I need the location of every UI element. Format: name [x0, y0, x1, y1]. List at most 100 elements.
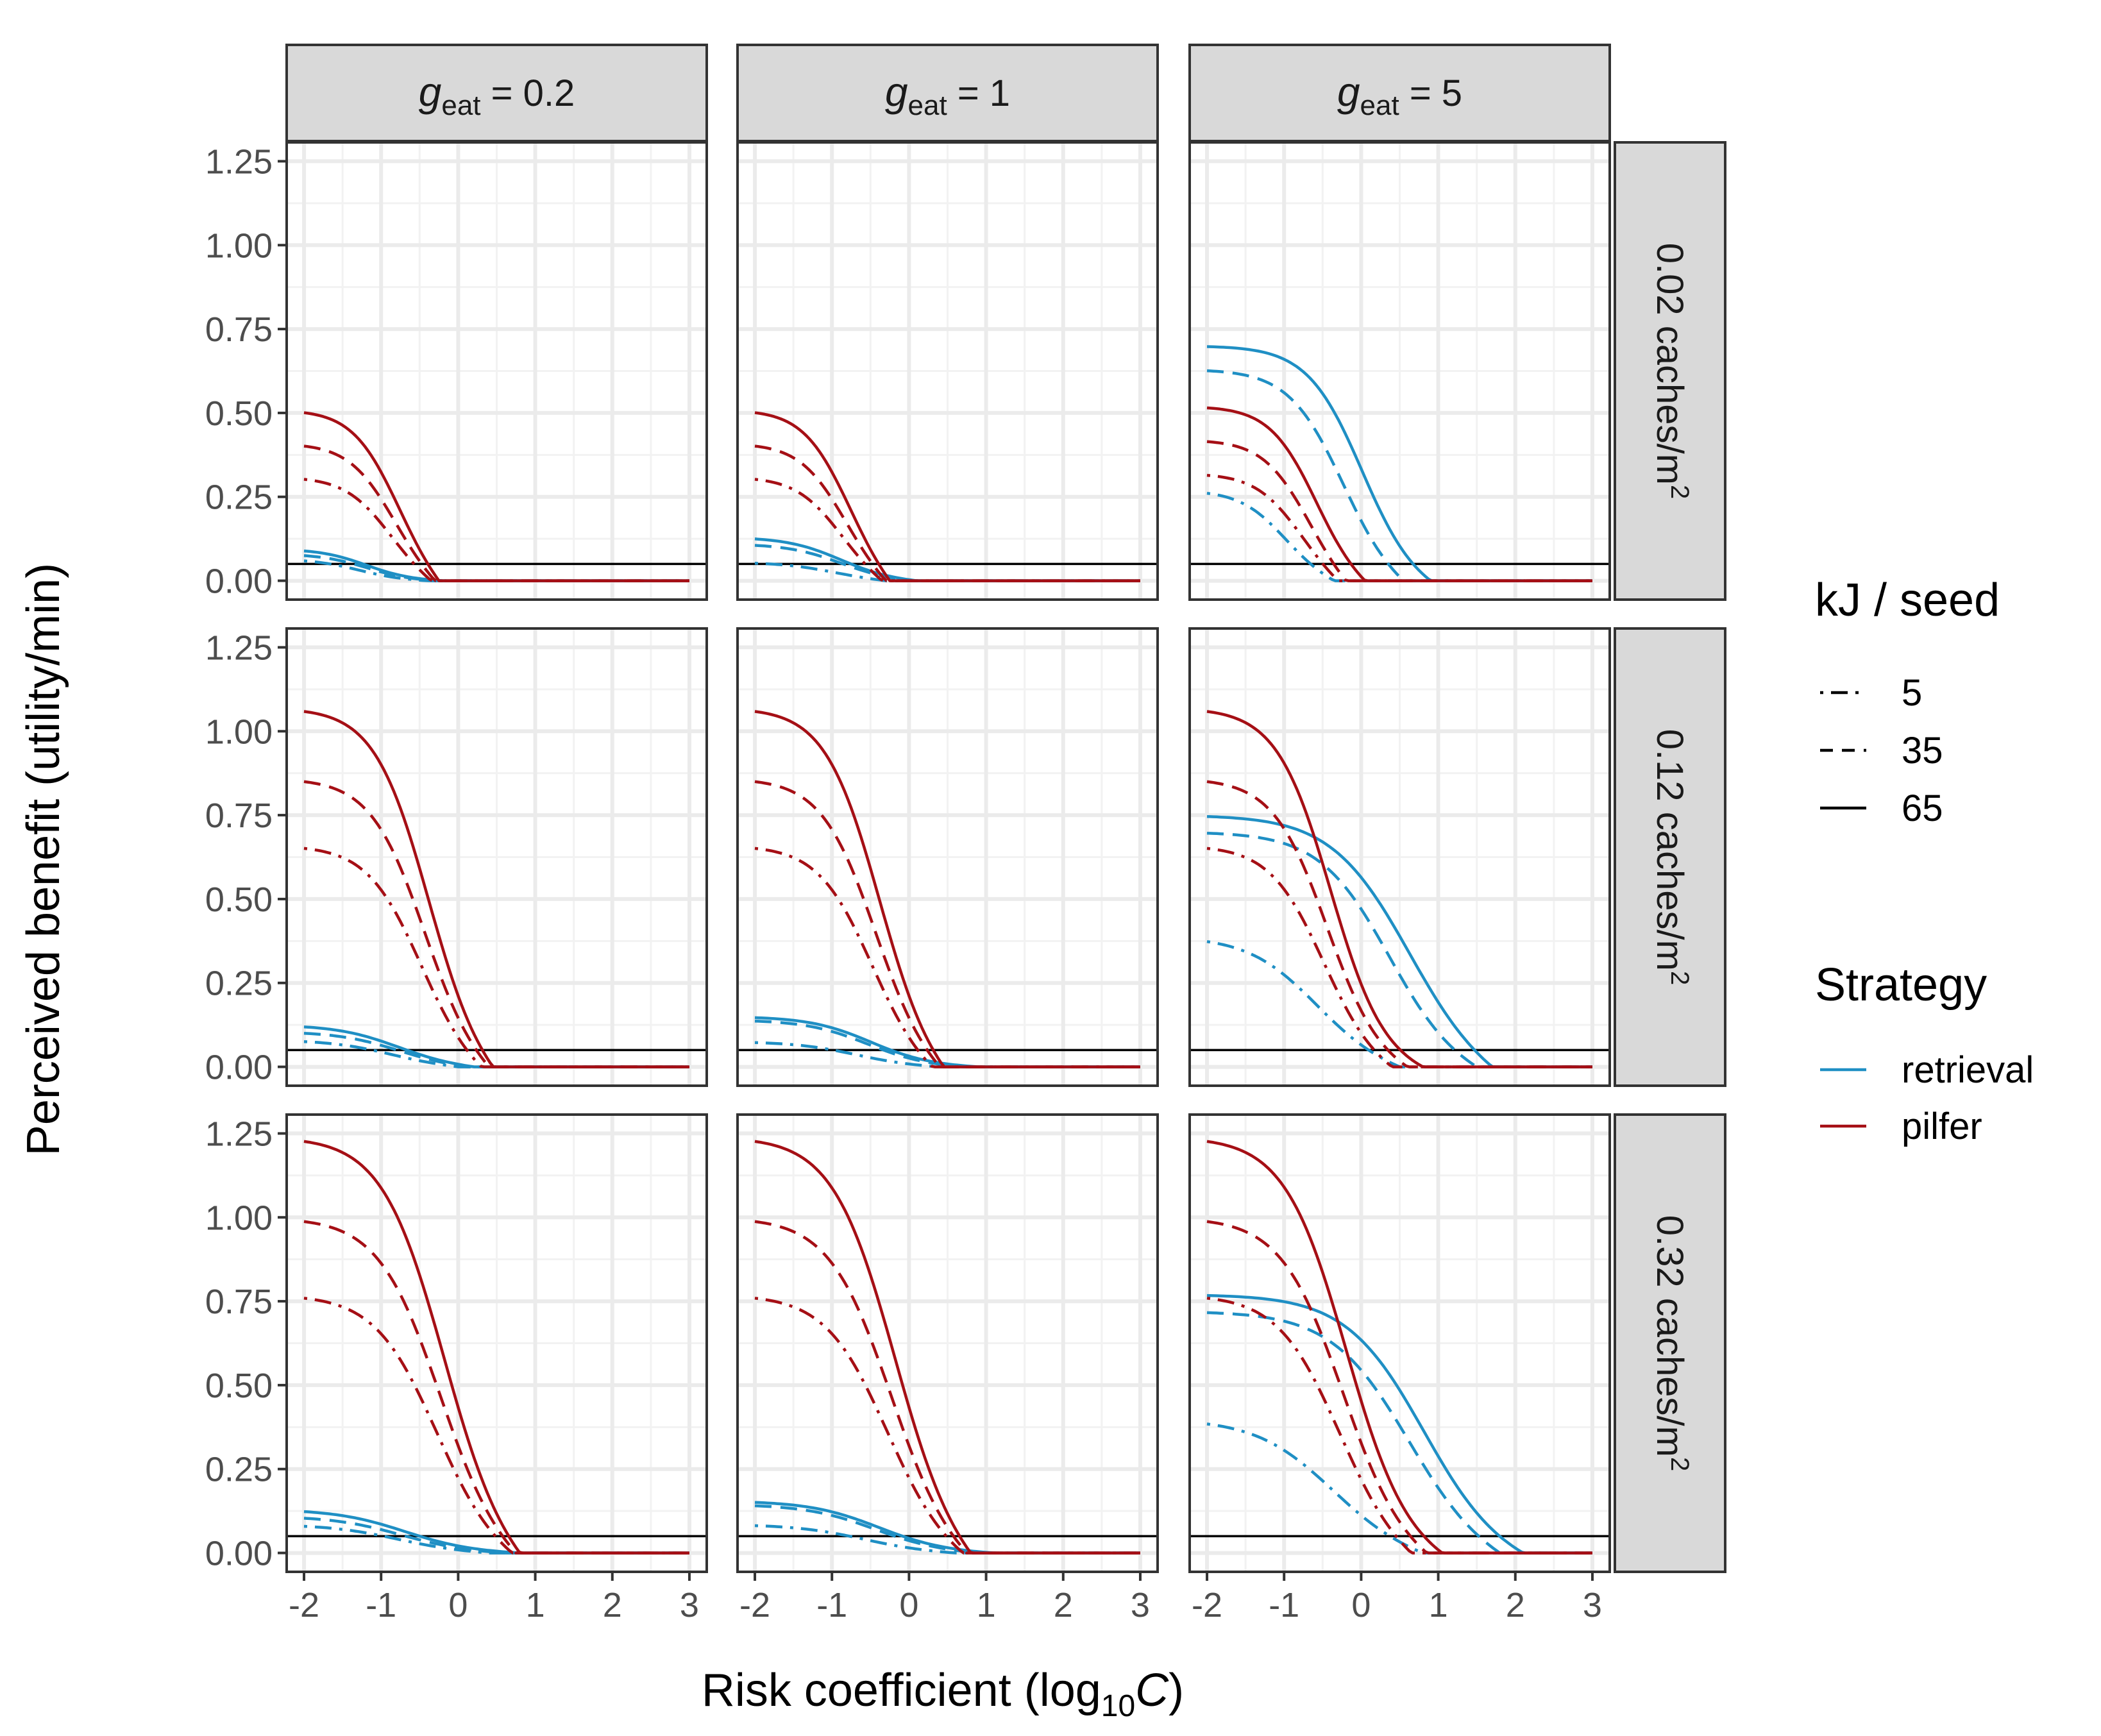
legend-linetype-label: 35 — [1902, 730, 1943, 771]
x-tick-label: 3 — [1131, 1586, 1150, 1624]
panel-r3-c3: -2 -1 0 1 2 3 — [1188, 1113, 1611, 1624]
x-tick-label: -2 — [1192, 1586, 1222, 1624]
x-tick-label: -1 — [816, 1586, 847, 1624]
legend-color-label: pilfer — [1902, 1106, 1982, 1147]
strip-sub: eat — [908, 90, 947, 121]
panels-layer: 0.00 0.25 0.50 0.75 1.00 1.25 0.00 0.25 0.50 0.75… — [205, 44, 1726, 1624]
y-tick-label: 0.75 — [205, 796, 273, 835]
x-axis-title-prefix: Risk coefficient (log — [702, 1665, 1101, 1716]
x-tick-label: -2 — [289, 1586, 319, 1624]
strip-var: g — [1337, 69, 1360, 115]
series-line-retrieval-5 — [1206, 1422, 1592, 1555]
y-tick-label: 0.50 — [205, 1367, 273, 1405]
x-tick-label: 2 — [1506, 1586, 1525, 1624]
series-line-pilfer-65 — [1206, 710, 1592, 1068]
panel-r2-c3 — [1188, 627, 1611, 1087]
series-line-pilfer-65 — [303, 1140, 689, 1555]
column-strip-background — [285, 44, 708, 142]
legend-linetype-label: 65 — [1902, 788, 1943, 829]
column-strip-label: geat = 5 — [1337, 69, 1462, 121]
x-tick-label: 2 — [603, 1586, 622, 1624]
strip-var: g — [419, 69, 442, 115]
panel-r1-c3 — [1188, 141, 1611, 601]
y-axis-title: Perceived benefit (utility/min) — [18, 563, 69, 1156]
x-tick-label: 2 — [1054, 1586, 1073, 1624]
x-tick-label: 1 — [1429, 1586, 1448, 1624]
x-tick-label: -2 — [739, 1586, 770, 1624]
row-strip-text: 0.02 caches/m — [1649, 243, 1691, 485]
column-strip-3: geat = 5 — [1188, 44, 1611, 142]
legend-linetype-title: kJ / seed — [1815, 575, 2000, 626]
panel-border — [736, 627, 1159, 1087]
row-strip-label: 0.02 caches/m2 — [1649, 243, 1694, 499]
strip-eq: = 0.2 — [481, 72, 575, 114]
series-line-pilfer-65 — [303, 411, 689, 582]
legend-strategy-title: Strategy — [1815, 959, 1987, 1011]
y-tick-label: 0.75 — [205, 1283, 273, 1321]
y-tick-label: 1.25 — [205, 1115, 273, 1153]
column-strip-2: geat = 1 — [736, 44, 1159, 142]
x-axis-title-variable: C — [1135, 1665, 1169, 1716]
legend-strategy: Strategy retrieval pilfer — [1815, 959, 2034, 1147]
row-strip-2: 0.12 caches/m2 — [1614, 627, 1726, 1087]
panel-border — [285, 627, 708, 1087]
x-axis-title-suffix: ) — [1169, 1665, 1184, 1716]
strip-var: g — [885, 69, 908, 115]
series-line-retrieval-5 — [754, 1524, 1140, 1555]
column-strip-background — [736, 44, 1159, 142]
strip-eq: = 1 — [947, 72, 1010, 114]
series-line-pilfer-65 — [1206, 406, 1592, 582]
panel-border — [285, 1113, 708, 1573]
row-strip-3: 0.32 caches/m2 — [1614, 1113, 1726, 1573]
series-line-pilfer-65 — [303, 710, 689, 1068]
strip-eq: = 5 — [1399, 72, 1462, 114]
series-line-retrieval-35 — [1206, 1311, 1592, 1555]
x-tick-label: 0 — [899, 1586, 918, 1624]
row-strip-label: 0.32 caches/m2 — [1649, 1215, 1694, 1471]
panel-r1-c2 — [736, 141, 1159, 601]
series-line-retrieval-35 — [1206, 831, 1592, 1068]
row-strip-sup: 2 — [1666, 485, 1694, 499]
panel-r3-c1: 0.00 0.25 0.50 0.75 1.00 1.25 -2 -1 0 1 2 3 — [205, 1113, 708, 1624]
panel-r2-c1: 0.00 0.25 0.50 0.75 1.00 1.25 — [205, 627, 708, 1087]
series-line-retrieval-35 — [1206, 369, 1592, 582]
panel-border — [1188, 627, 1611, 1087]
row-strip-background — [1614, 627, 1726, 1087]
row-strip-text: 0.32 caches/m — [1649, 1215, 1691, 1457]
y-tick-label: 0.25 — [205, 1451, 273, 1489]
y-tick-label: 0.25 — [205, 965, 273, 1003]
row-strip-sup: 2 — [1666, 1457, 1694, 1471]
x-tick-label: 3 — [680, 1586, 699, 1624]
y-tick-label: 1.00 — [205, 226, 273, 265]
series-line-pilfer-65 — [754, 411, 1140, 582]
series-line-retrieval-35 — [303, 1031, 689, 1068]
x-tick-label: 3 — [1583, 1586, 1602, 1624]
x-tick-label: -1 — [366, 1586, 396, 1624]
row-strip-text: 0.12 caches/m — [1649, 729, 1691, 971]
strip-sub: eat — [1360, 90, 1399, 121]
y-tick-label: 0.00 — [205, 1049, 273, 1087]
legend-color-items: retrieval pilfer — [1820, 1049, 2034, 1147]
y-tick-label: 1.00 — [205, 712, 273, 751]
y-tick-label: 1.25 — [205, 142, 273, 181]
y-tick-label: 0.25 — [205, 478, 273, 517]
x-axis-title: Risk coefficient (log10C) — [702, 1665, 1184, 1723]
y-tick-label: 0.00 — [205, 562, 273, 601]
column-strip-label: geat = 1 — [885, 69, 1010, 121]
panel-r1-c1: 0.00 0.25 0.50 0.75 1.00 1.25 — [205, 141, 708, 601]
x-tick-label: 1 — [526, 1586, 545, 1624]
column-strip-label: geat = 0.2 — [419, 69, 575, 121]
legend-linetype-items: 5 35 65 — [1820, 672, 1943, 829]
column-strip-background — [1188, 44, 1611, 142]
x-tick-label: 1 — [977, 1586, 996, 1624]
panel-border — [1188, 1113, 1611, 1573]
y-tick-label: 1.00 — [205, 1199, 273, 1237]
y-tick-label: 0.50 — [205, 881, 273, 919]
series-line-pilfer-65 — [754, 1140, 1140, 1555]
panel-r3-c2: -2 -1 0 1 2 3 — [736, 1113, 1159, 1624]
panel-border — [736, 1113, 1159, 1573]
column-strip-1: geat = 0.2 — [285, 44, 708, 142]
series-line-retrieval-35 — [754, 544, 1140, 582]
series-line-retrieval-35 — [754, 1504, 1140, 1555]
